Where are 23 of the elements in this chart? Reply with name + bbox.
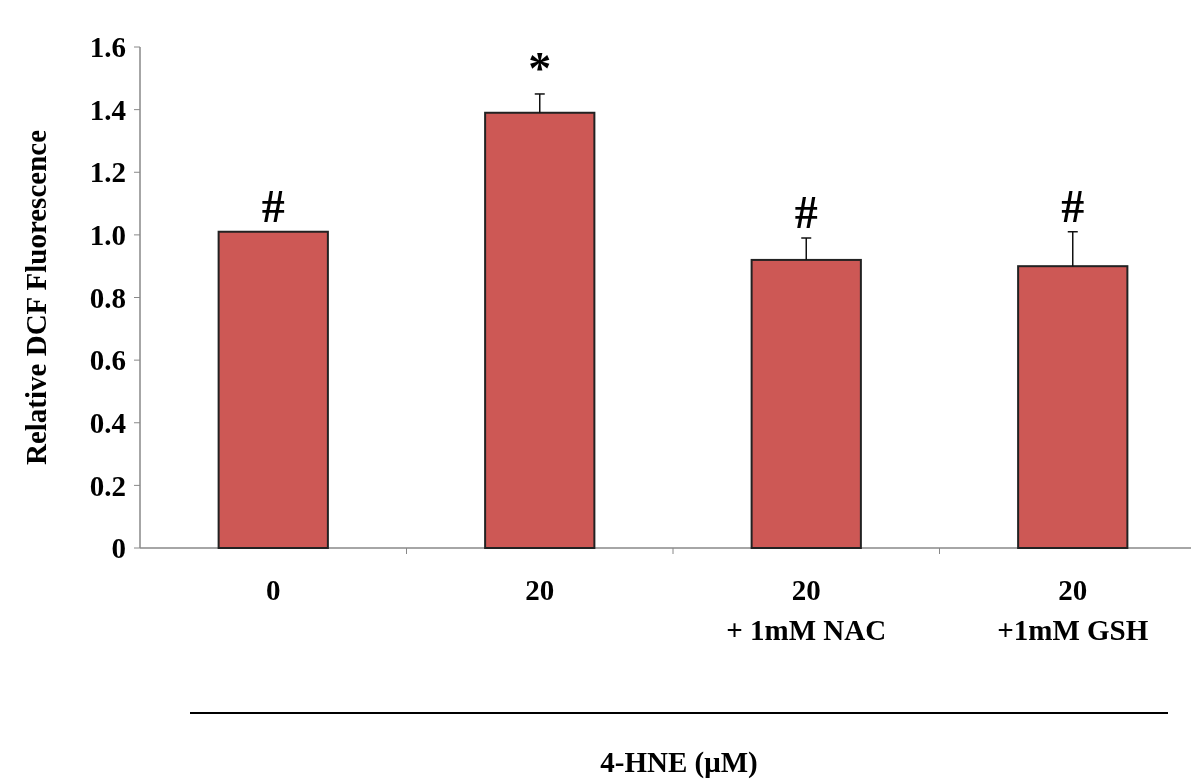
- data-label: #: [794, 187, 818, 239]
- y-tick-label: 0.8: [89, 281, 126, 314]
- data-label: #: [261, 180, 285, 232]
- x-axis-title: 4-HNE (μM): [600, 746, 758, 779]
- y-tick-label: 0.2: [89, 469, 126, 502]
- x-tick-label: 20 + 1mM NAC: [726, 574, 887, 646]
- y-tick-label: 1.4: [89, 93, 126, 126]
- y-axis-title: Relative DCF Fluorescence: [20, 129, 52, 466]
- bar: [484, 111, 596, 549]
- bar: [1017, 265, 1129, 549]
- x-tick-label: 0: [266, 574, 281, 606]
- y-tick-label: 0: [111, 532, 126, 565]
- bar: [750, 258, 862, 549]
- data-label: *: [528, 42, 552, 94]
- y-tick-label: 1.0: [89, 219, 126, 252]
- data-label: #: [1061, 180, 1085, 232]
- y-tick-label: 0.4: [89, 406, 126, 439]
- x-tick-label: 20: [525, 574, 555, 606]
- x-tick-label: 20 +1mM GSH: [997, 574, 1149, 646]
- y-tick-label: 1.6: [89, 31, 126, 64]
- y-tick-label: 1.2: [89, 156, 126, 189]
- y-tick-label: 0.6: [89, 344, 126, 377]
- bar: [217, 230, 329, 549]
